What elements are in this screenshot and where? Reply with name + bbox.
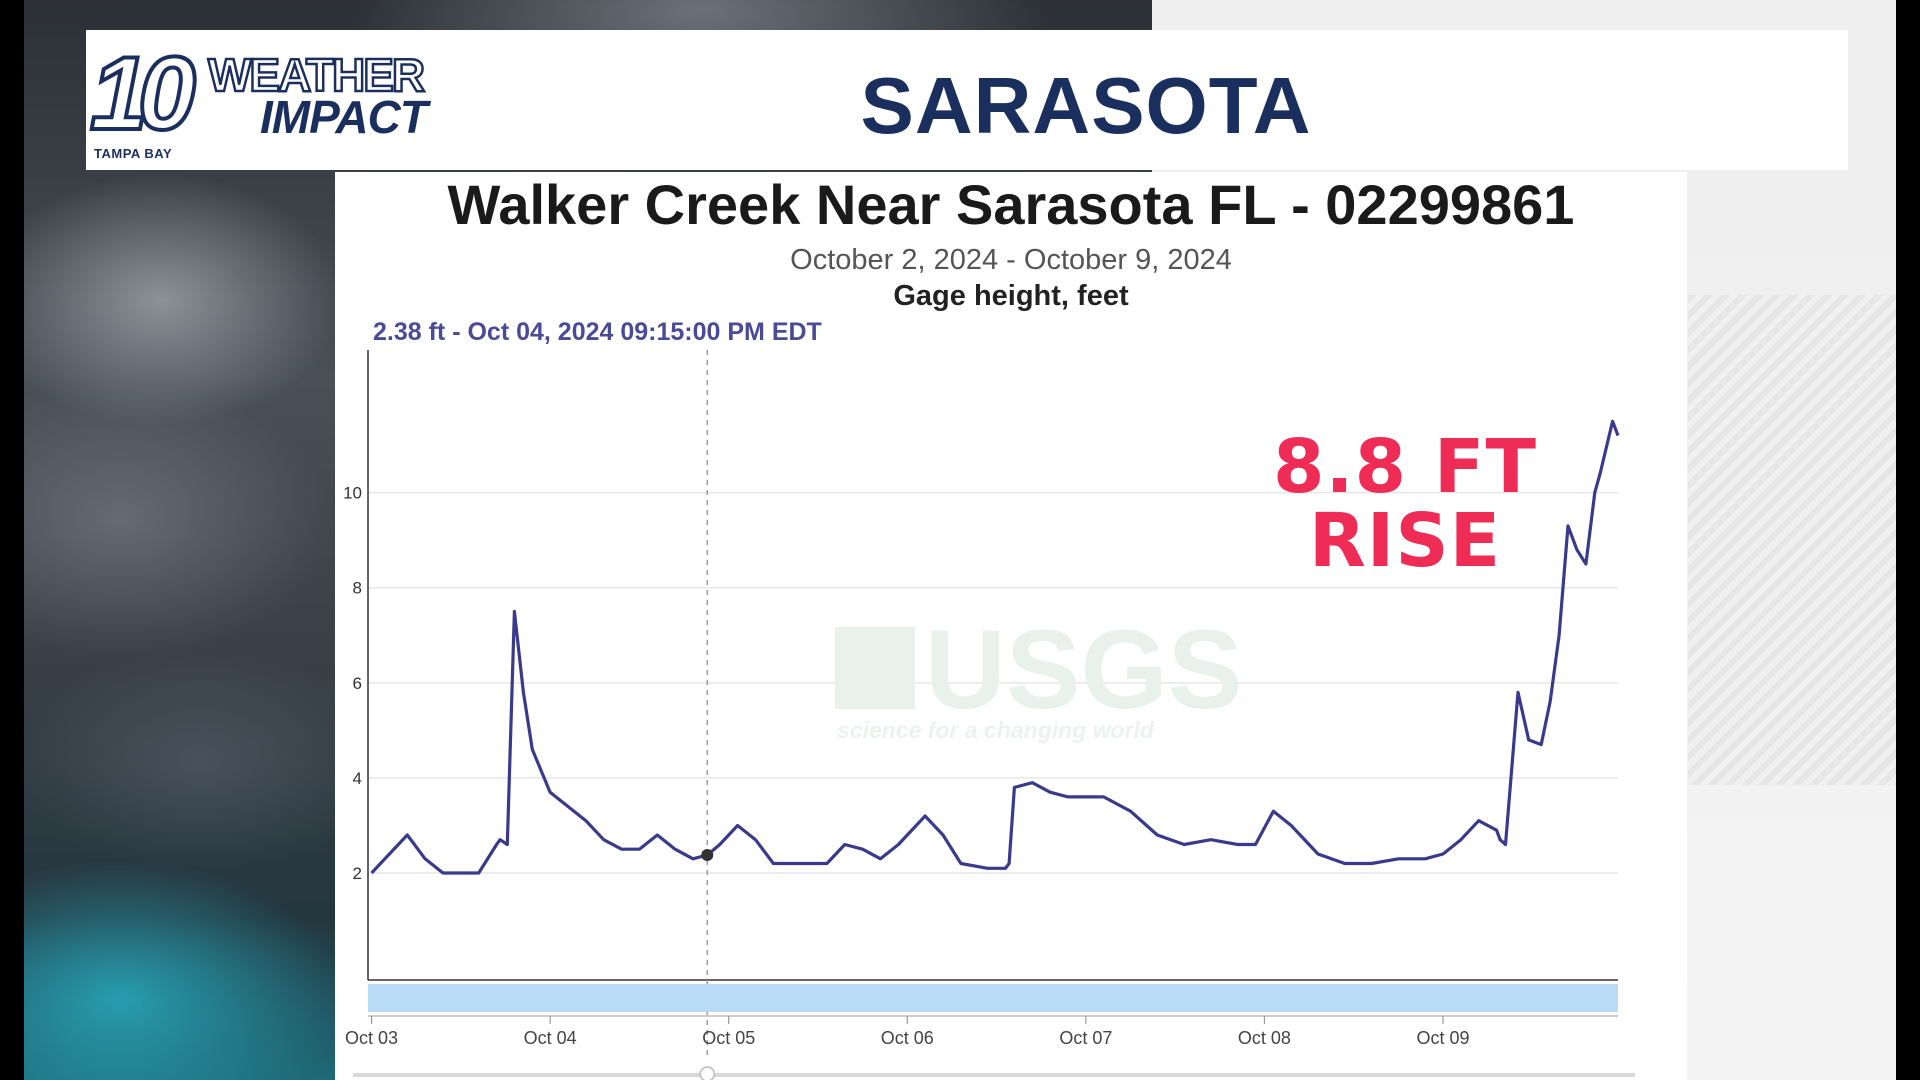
time-navigator-bar[interactable] bbox=[368, 984, 1618, 1012]
usgs-watermark: USGS science for a changing world bbox=[835, 607, 1242, 743]
weather-impact-logo: 10 TAMPA BAY WEATHER IMPACT bbox=[88, 40, 490, 166]
scrollbar-handle[interactable] bbox=[699, 1066, 716, 1080]
grid-lines bbox=[368, 491, 1618, 874]
hover-point-marker bbox=[701, 848, 714, 861]
header-bar: 10 TAMPA BAY WEATHER IMPACT SARASOTA bbox=[86, 30, 1848, 170]
y-axis-label: Gage height, feet bbox=[893, 280, 1129, 312]
y-tick-label: 8 bbox=[353, 579, 362, 598]
y-tick-label: 10 bbox=[343, 484, 362, 503]
y-tick-label: 6 bbox=[353, 674, 362, 693]
x-tick-label: Oct 05 bbox=[702, 1028, 755, 1048]
logo-station: TAMPA BAY bbox=[94, 146, 173, 161]
hover-tooltip: 2.38 ft - Oct 04, 2024 09:15:00 PM EDT bbox=[373, 318, 822, 346]
chart-subtitle: October 2, 2024 - October 9, 2024 bbox=[790, 244, 1232, 276]
usgs-watermark-text: USGS bbox=[925, 607, 1242, 732]
x-tick-label: Oct 06 bbox=[881, 1028, 934, 1048]
letterbox-right bbox=[1896, 0, 1920, 1080]
axes bbox=[367, 350, 1618, 981]
usgs-watermark-icon bbox=[835, 627, 915, 709]
y-axis-ticks: 2 4 6 8 10 bbox=[343, 484, 362, 883]
city-title: SARASOTA bbox=[860, 61, 1312, 150]
y-tick-label: 2 bbox=[353, 864, 362, 883]
letterbox-left bbox=[0, 0, 24, 1080]
chart-card: Walker Creek Near Sarasota FL - 02299861… bbox=[335, 172, 1687, 1080]
x-tick-label: Oct 04 bbox=[524, 1028, 577, 1048]
x-tick-label: Oct 08 bbox=[1238, 1028, 1291, 1048]
logo-line2: IMPACT bbox=[260, 91, 428, 143]
rise-annotation-line1: 8.8 FT bbox=[1273, 424, 1537, 510]
rise-annotation: 8.8 FT RISE bbox=[1240, 430, 1570, 578]
x-tick-label: Oct 07 bbox=[1059, 1028, 1112, 1048]
chart-title: Walker Creek Near Sarasota FL - 02299861 bbox=[447, 173, 1575, 236]
background-hatch bbox=[1688, 295, 1896, 785]
rise-annotation-line2: RISE bbox=[1308, 498, 1502, 584]
logo-number: 10 bbox=[88, 36, 198, 152]
gage-height-series-line[interactable] bbox=[370, 419, 1620, 875]
usgs-watermark-tagline: science for a changing world bbox=[837, 717, 1155, 743]
logo-line1: WEATHER bbox=[207, 48, 427, 103]
y-tick-label: 4 bbox=[353, 769, 362, 788]
x-tick-label: Oct 09 bbox=[1416, 1028, 1469, 1048]
x-tick-label: Oct 03 bbox=[345, 1028, 398, 1048]
x-axis-ticks: Oct 03 Oct 04 Oct 05 Oct 06 Oct 07 Oct 08 Oct … bbox=[345, 1016, 1470, 1048]
gage-height-chart[interactable]: USGS science for a changing world 2 4 6 8 10… bbox=[335, 172, 1687, 1080]
